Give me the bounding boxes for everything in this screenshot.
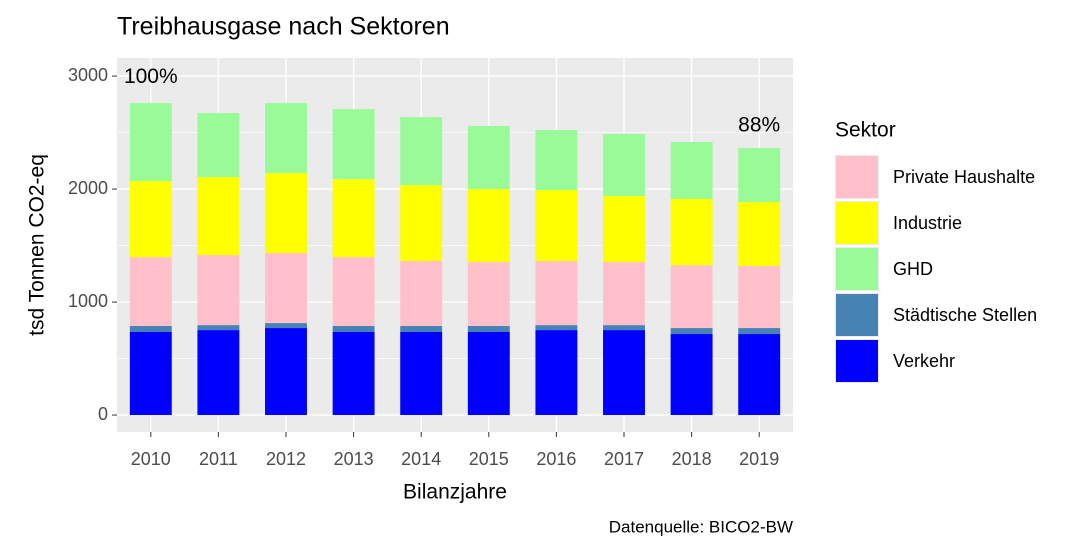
x-tick-label: 2019 [739, 449, 779, 469]
bar-segment [265, 328, 307, 416]
bar-segment [265, 323, 307, 329]
bar-segment [197, 177, 240, 256]
x-tick-label: 2018 [672, 449, 712, 469]
x-tick-label: 2012 [266, 449, 306, 469]
bar-segment [400, 332, 443, 416]
bar-segment [332, 109, 375, 180]
bar-segment [603, 134, 645, 197]
bar-segment [332, 326, 375, 333]
bar-segment [467, 189, 510, 263]
bar-segment [738, 148, 781, 203]
bar-segment [197, 255, 240, 326]
y-tick-label: 3000 [68, 65, 108, 85]
bar-segment [467, 332, 510, 416]
x-tick-label: 2016 [536, 449, 576, 469]
legend-key [836, 248, 878, 290]
bar-segment [738, 202, 781, 267]
bar-segment [535, 330, 578, 416]
bar-segment [467, 326, 510, 333]
bar-segment [467, 126, 510, 190]
bar-segment [332, 257, 375, 327]
bar-segment [400, 117, 443, 186]
bar-segment [467, 262, 510, 327]
y-tick-label: 2000 [68, 178, 108, 198]
bar-segment [535, 261, 578, 326]
x-tick-label: 2010 [131, 449, 171, 469]
legend-label: GHD [893, 259, 933, 279]
bar-segment [332, 332, 375, 416]
bar-segment [197, 325, 240, 331]
bar-segment [603, 325, 645, 331]
legend-key [836, 202, 878, 244]
bar-segment [129, 181, 172, 258]
bar-segment [400, 326, 443, 333]
bar-segment [603, 330, 645, 416]
x-tick-label: 2014 [401, 449, 441, 469]
y-tick-label: 0 [98, 404, 108, 424]
bar-segment [129, 326, 172, 333]
bar-segment [129, 332, 172, 416]
bar-segment [400, 185, 443, 262]
annotation: 88% [738, 113, 780, 136]
legend-title: Sektor [835, 119, 896, 142]
chart-title: Treibhausgase nach Sektoren [117, 13, 450, 41]
bar-segment [670, 265, 713, 329]
bar-segment [738, 266, 781, 329]
bar-segment [535, 325, 578, 331]
bar-segment [670, 334, 713, 416]
bar-segment [265, 253, 307, 324]
bar-segment [603, 262, 645, 326]
legend-label: Industrie [893, 213, 962, 233]
annotation: 100% [124, 65, 178, 88]
bar-segment [670, 328, 713, 335]
bar-segment [129, 103, 172, 182]
bar-segment [670, 199, 713, 266]
legend-label: Verkehr [893, 351, 955, 371]
y-axis-label: tsd Tonnen CO2-eq [26, 154, 49, 336]
bar-segment [265, 103, 307, 174]
y-tick-label: 1000 [68, 291, 108, 311]
bar-segment [332, 179, 375, 258]
bar-segment [738, 328, 781, 335]
bar-segment [670, 142, 713, 200]
x-tick-label: 2013 [334, 449, 374, 469]
x-tick-label: 2017 [604, 449, 644, 469]
bar-segment [197, 113, 240, 178]
bar-segment [197, 330, 240, 416]
bar-segment [535, 130, 578, 191]
bar-segment [738, 334, 781, 416]
legend-key [836, 294, 878, 336]
caption: Datenquelle: BICO2-BW [609, 517, 793, 536]
legend-label: Private Haushalte [893, 167, 1035, 187]
legend-key [836, 156, 878, 198]
legend-key [836, 340, 878, 382]
legend-label: Städtische Stellen [893, 305, 1037, 325]
bar-segment [535, 190, 578, 262]
x-tick-label: 2011 [199, 449, 238, 469]
bar-segment [265, 173, 307, 254]
bar-segment [129, 257, 172, 327]
bar-segment [603, 196, 645, 263]
bar-segment [400, 261, 443, 327]
x-tick-label: 2015 [469, 449, 509, 469]
x-axis-label: Bilanzjahre [403, 481, 507, 504]
